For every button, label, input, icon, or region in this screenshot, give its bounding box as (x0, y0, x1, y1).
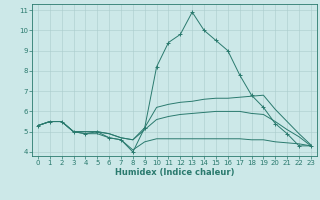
X-axis label: Humidex (Indice chaleur): Humidex (Indice chaleur) (115, 168, 234, 177)
